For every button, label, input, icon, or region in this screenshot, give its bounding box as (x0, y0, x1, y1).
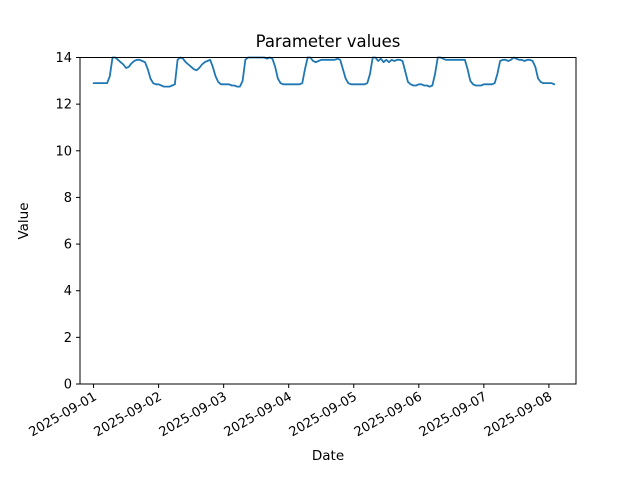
y-axis-label: Value (16, 202, 32, 239)
chart-title: Parameter values (256, 32, 401, 51)
data-series (92, 56, 556, 88)
y-tick-label: 4 (64, 284, 72, 299)
plot-spines (79, 57, 577, 385)
x-axis-label: Date (312, 448, 344, 464)
y-tick-label: 0 (64, 378, 72, 393)
y-tick-label: 6 (64, 238, 72, 253)
y-tick-label: 12 (55, 98, 72, 113)
data-line-series (92, 56, 556, 88)
y-tick-label: 14 (55, 51, 72, 66)
y-tick-label: 10 (55, 144, 72, 159)
y-tick-label: 2 (64, 331, 72, 346)
axes-spines (79, 57, 577, 385)
y-tick-label: 8 (64, 191, 72, 206)
